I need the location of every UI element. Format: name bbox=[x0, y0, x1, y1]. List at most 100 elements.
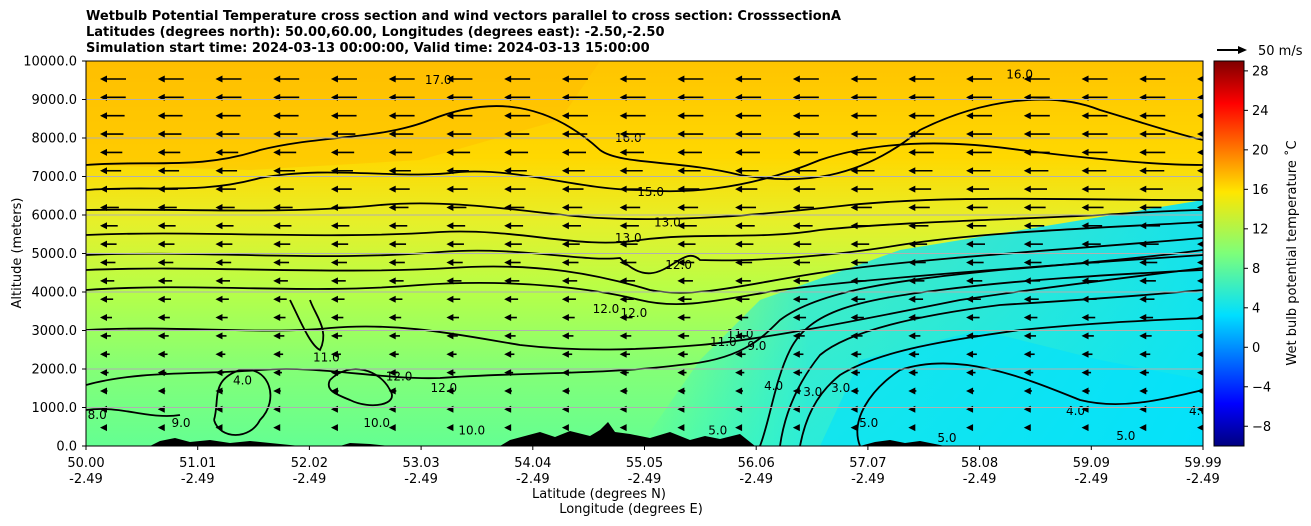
contour-label: 4.0 bbox=[1189, 404, 1208, 418]
wind-vector-head bbox=[561, 387, 569, 395]
wind-vector-head bbox=[619, 369, 627, 377]
wind-vector-head bbox=[735, 314, 743, 322]
wind-vector-head bbox=[792, 424, 800, 432]
y-tick-label: 3000.0 bbox=[32, 324, 78, 339]
wind-vector-head bbox=[1197, 314, 1203, 321]
wind-vector-head bbox=[1139, 332, 1147, 340]
wind-vector-head bbox=[446, 277, 454, 285]
contour-label: 9.0 bbox=[747, 339, 766, 353]
wind-vector-head bbox=[908, 332, 916, 340]
colorbar-tick-label: 28 bbox=[1252, 64, 1269, 79]
wind-vector-head bbox=[273, 424, 281, 432]
wind-vector-head bbox=[1197, 332, 1203, 339]
wind-vector-head bbox=[1081, 222, 1089, 230]
wind-vector-head bbox=[100, 240, 107, 248]
wind-vector-head bbox=[908, 295, 916, 303]
contour-label: 3.0 bbox=[803, 385, 822, 399]
wind-vector-head bbox=[908, 350, 916, 358]
x-tick-label-lon: -2.49 bbox=[516, 472, 550, 487]
wind-vector-head bbox=[1139, 75, 1147, 83]
wind-vector-head bbox=[388, 222, 396, 230]
wind-vector-head bbox=[561, 369, 569, 377]
wind-vector-head bbox=[100, 387, 107, 395]
wind-vector-head bbox=[330, 369, 338, 377]
wind-vector-head bbox=[735, 387, 743, 395]
contour-line bbox=[856, 362, 1203, 446]
wind-vector-head bbox=[677, 314, 685, 322]
x-tick-label-lon: -2.49 bbox=[628, 472, 662, 487]
wind-vector-head bbox=[330, 350, 338, 358]
contour-line bbox=[86, 221, 1203, 275]
contour-label: 17.0 bbox=[425, 73, 452, 87]
wind-vector-head bbox=[850, 148, 858, 156]
wind-vector-head bbox=[850, 314, 858, 322]
chart-title-line-3: Simulation start time: 2024-03-13 00:00:… bbox=[86, 41, 650, 56]
wind-vector-head bbox=[1197, 204, 1203, 211]
wind-vector-head bbox=[619, 203, 627, 211]
wind-vector-head bbox=[1023, 259, 1031, 266]
wind-vector-head bbox=[561, 222, 569, 230]
wind-vector-head bbox=[157, 185, 165, 193]
wind-vector-head bbox=[792, 369, 800, 377]
wind-vector-head bbox=[100, 167, 107, 175]
wind-vector-head bbox=[735, 75, 743, 83]
colorbar-label: Wet bulb potential temperature ˚C bbox=[1284, 140, 1300, 365]
wind-vector-head bbox=[619, 112, 627, 120]
wind-vector-head bbox=[215, 167, 223, 175]
wind-vector-head bbox=[908, 259, 916, 266]
x-tick-label-lon: -2.49 bbox=[1186, 472, 1220, 487]
wind-vector-head bbox=[1081, 75, 1089, 83]
wind-vector-head bbox=[792, 277, 800, 285]
wind-vector-head bbox=[966, 295, 974, 303]
wind-vector-head bbox=[1023, 112, 1031, 120]
wind-vector-head bbox=[735, 332, 743, 340]
wind-vector-head bbox=[446, 185, 454, 193]
x-tick-label-lat: 59.99 bbox=[1184, 456, 1221, 471]
x-tick-label-lon: -2.49 bbox=[739, 472, 773, 487]
wind-vector-head bbox=[966, 203, 974, 211]
y-axis-label: Altitude (meters) bbox=[10, 198, 25, 309]
wind-vector-head bbox=[561, 240, 569, 248]
wind-vector-head bbox=[1197, 131, 1203, 138]
wind-vector-head bbox=[1081, 350, 1089, 358]
wind-vector-head bbox=[215, 185, 223, 193]
wind-vector-head bbox=[273, 148, 281, 156]
wind-vector-head bbox=[388, 75, 396, 83]
wind-vector-head bbox=[1197, 259, 1203, 266]
wind-vector-head bbox=[1139, 387, 1147, 395]
wind-vector-head bbox=[388, 167, 396, 175]
wind-vector-head bbox=[273, 112, 281, 120]
wind-vector-head bbox=[157, 332, 165, 340]
wind-vector-head bbox=[966, 424, 974, 432]
wind-vector-head bbox=[446, 167, 454, 175]
wind-vector-head bbox=[966, 387, 974, 395]
wind-vector-head bbox=[273, 240, 281, 248]
wind-vector-head bbox=[1081, 203, 1089, 211]
wind-vector-head bbox=[561, 350, 569, 358]
wind-vector-head bbox=[966, 259, 974, 266]
colorbar bbox=[1213, 60, 1245, 447]
wind-vector-head bbox=[561, 130, 569, 138]
wind-vector-head bbox=[735, 167, 743, 175]
wind-vector-head bbox=[273, 259, 281, 266]
x-tick-label-lat: 59.09 bbox=[1073, 456, 1110, 471]
wind-vector-head bbox=[1197, 424, 1203, 431]
wind-vector-head bbox=[388, 112, 396, 120]
wind-vector-head bbox=[561, 75, 569, 83]
contour-line bbox=[799, 317, 1203, 446]
wind-vector-head bbox=[330, 259, 338, 266]
wind-vector-head bbox=[100, 369, 107, 377]
contour-line bbox=[86, 142, 1203, 193]
wind-vector-head bbox=[1139, 203, 1147, 211]
wind-vector-head bbox=[1023, 295, 1031, 303]
contour-line bbox=[86, 249, 1203, 386]
contour-line bbox=[759, 269, 1203, 446]
contour-label: 9.0 bbox=[171, 416, 190, 430]
wind-vector-head bbox=[388, 350, 396, 358]
wind-vector-head bbox=[446, 350, 454, 358]
contour-label: 12.0 bbox=[593, 302, 620, 316]
wind-vector-head bbox=[1081, 424, 1089, 432]
wind-vector-head bbox=[330, 203, 338, 211]
wind-vector-head bbox=[100, 259, 107, 266]
wind-vector-head bbox=[215, 350, 223, 358]
